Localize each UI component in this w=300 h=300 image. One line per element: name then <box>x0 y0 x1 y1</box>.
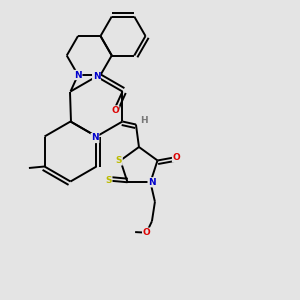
Text: N: N <box>74 70 82 80</box>
Text: S: S <box>116 156 122 165</box>
Text: H: H <box>140 116 148 125</box>
Text: N: N <box>91 134 99 142</box>
Text: O: O <box>111 106 119 115</box>
Text: O: O <box>142 228 150 237</box>
Text: S: S <box>105 176 112 185</box>
Text: O: O <box>172 153 180 162</box>
Text: N: N <box>93 72 100 81</box>
Text: N: N <box>148 178 156 187</box>
